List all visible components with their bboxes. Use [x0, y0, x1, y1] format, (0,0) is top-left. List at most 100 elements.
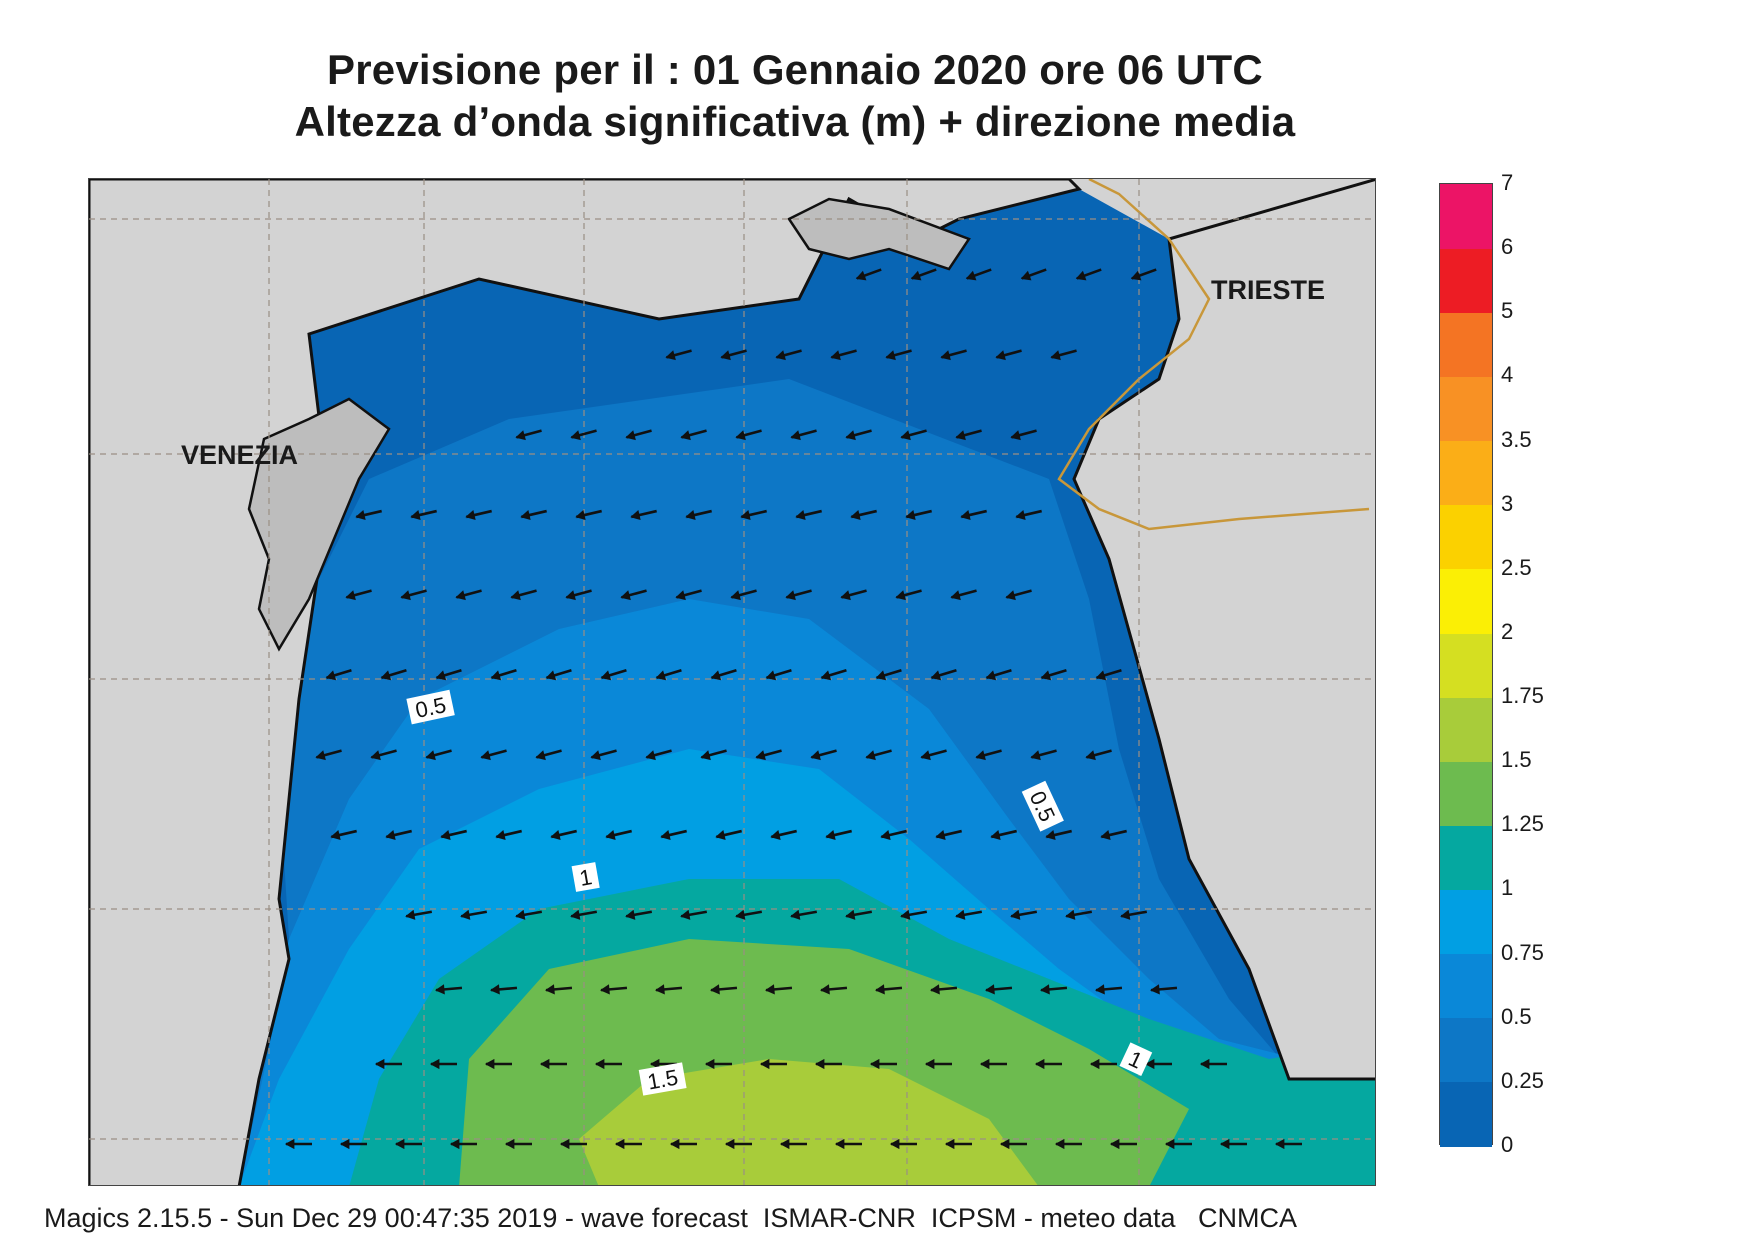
land-eastern-coast [1072, 179, 1375, 1081]
colorbar-tick-label: 4 [1501, 362, 1514, 388]
wave-arrow-head [685, 510, 696, 521]
wave-arrow-head [665, 350, 676, 361]
wave-arrow-head [330, 830, 341, 841]
wave-arrow-head [710, 670, 722, 681]
wave-arrow-head [924, 1058, 935, 1070]
land-western-coast [89, 179, 1082, 1185]
wave-arrow-head [1095, 984, 1105, 995]
wave-arrow-head [1015, 510, 1026, 521]
wave-arrow-head [429, 1058, 440, 1070]
wave-arrow-head [759, 1058, 770, 1070]
city-label-venezia: VENEZIA [181, 440, 298, 470]
wave-arrow-head [845, 430, 856, 441]
colorbar-segment [1440, 248, 1492, 313]
wave-arrow-head [825, 830, 836, 841]
colorbar-tick-label: 0.25 [1501, 1067, 1544, 1093]
wave-arrow-head [655, 984, 665, 995]
wave-arrow-head [680, 430, 691, 441]
wave-arrow-head [935, 830, 946, 841]
contour-label-1-5: 1.5 [638, 1062, 687, 1096]
wave-arrow-head [840, 590, 851, 601]
colorbar-tick-label: 7 [1501, 170, 1514, 195]
wave-arrow-head [440, 830, 451, 841]
wave-arrow-head [1150, 984, 1160, 995]
venice-lagoon [247, 397, 391, 652]
wave-arrow-head [715, 830, 726, 841]
wave-arrow-head [735, 430, 746, 441]
wave-arrow-head [845, 909, 856, 920]
wave-arrow-head [590, 750, 601, 761]
wave-arrow-head [680, 909, 691, 920]
contour-label-0-5-west: 0.5 [406, 689, 455, 725]
contour-labels: 0.5 0.5 1 1 1.5 [406, 689, 1153, 1096]
wave-arrow-head [1075, 270, 1087, 281]
wave-arrow-head [480, 750, 491, 761]
wave-arrow-head [410, 510, 421, 521]
wave-arrow-head [435, 670, 447, 681]
wave-arrow-head [855, 270, 867, 281]
wave-arrow-head [1144, 1058, 1155, 1070]
wave-arrow-head [649, 1058, 660, 1070]
wave-arrow-head [700, 750, 711, 761]
wave-arrow-head [490, 670, 502, 681]
wave-arrow-head [465, 510, 476, 521]
wave-arrow-head [944, 1138, 955, 1150]
wave-arrow-head [900, 909, 911, 920]
wave-arrow-head [830, 350, 841, 361]
land [89, 179, 1375, 1185]
colorbar-tick-label: 5 [1501, 298, 1514, 324]
colorbar-segment [1440, 1081, 1492, 1147]
wave-arrow-head [985, 670, 997, 681]
wave-arrow-head [779, 1138, 790, 1150]
wave-arrow-head [1089, 1058, 1100, 1070]
land-west [89, 179, 1375, 199]
colorbar-segment [1440, 184, 1492, 249]
wave-arrow-head [1040, 670, 1052, 681]
wave-arrow-head [435, 984, 445, 995]
wave-arrow-head [790, 430, 801, 441]
wave-arrow-head [730, 590, 741, 601]
wave-arrow-head [1005, 590, 1016, 601]
wave-arrow-head [535, 750, 546, 761]
wave-arrow-head [345, 590, 356, 601]
colorbar-tick-label: 1.5 [1501, 747, 1532, 773]
wave-arrow-head [600, 984, 610, 995]
wave-arrow-head [460, 909, 471, 920]
wave-arrow-head [810, 750, 821, 761]
colorbar-tick-label: 1 [1501, 875, 1514, 901]
colorbar-segment [1440, 312, 1492, 377]
wave-arrow-head [400, 590, 411, 601]
wave-arrow-head [1274, 1138, 1285, 1150]
wave-arrow-head [775, 350, 786, 361]
wave-arrow-head [655, 670, 667, 681]
wave-arrow-head [1030, 750, 1041, 761]
map-title: Previsione per il : 01 Gennaio 2020 ore … [327, 46, 1263, 93]
wave-arrow-head [1040, 984, 1050, 995]
wave-arrow-head [315, 750, 326, 761]
svg-text:1.5: 1.5 [646, 1065, 680, 1095]
wave-arrow-head [630, 510, 641, 521]
wave-arrow-head [765, 670, 777, 681]
wave-arrow-head [614, 1138, 625, 1150]
svg-text:1: 1 [578, 864, 594, 891]
wave-arrow-head [550, 830, 561, 841]
wave-arrow-head [740, 510, 751, 521]
wave-arrow-head [880, 830, 891, 841]
wave-arrow-head [515, 430, 526, 441]
wave-arrow-head [1095, 670, 1107, 681]
sea-band-6 [579, 1059, 1038, 1185]
wave-arrow-head [1109, 1138, 1120, 1150]
wave-arrow-head [930, 984, 940, 995]
wave-arrow-head [600, 670, 612, 681]
wave-arrow-head [559, 1138, 570, 1150]
wave-arrow-head [455, 590, 466, 601]
wave-arrow-head [999, 1138, 1010, 1150]
colorbar-segment [1440, 504, 1492, 570]
wave-arrow-head [575, 510, 586, 521]
wave-arrow-head [405, 909, 416, 920]
wave-arrow-head [1219, 1138, 1230, 1150]
city-label-trieste: TRIESTE [1211, 275, 1325, 305]
wave-arrow-head [1010, 909, 1021, 920]
wave-arrow-head [490, 984, 500, 995]
colorbar-tick-label: 3.5 [1501, 426, 1532, 452]
